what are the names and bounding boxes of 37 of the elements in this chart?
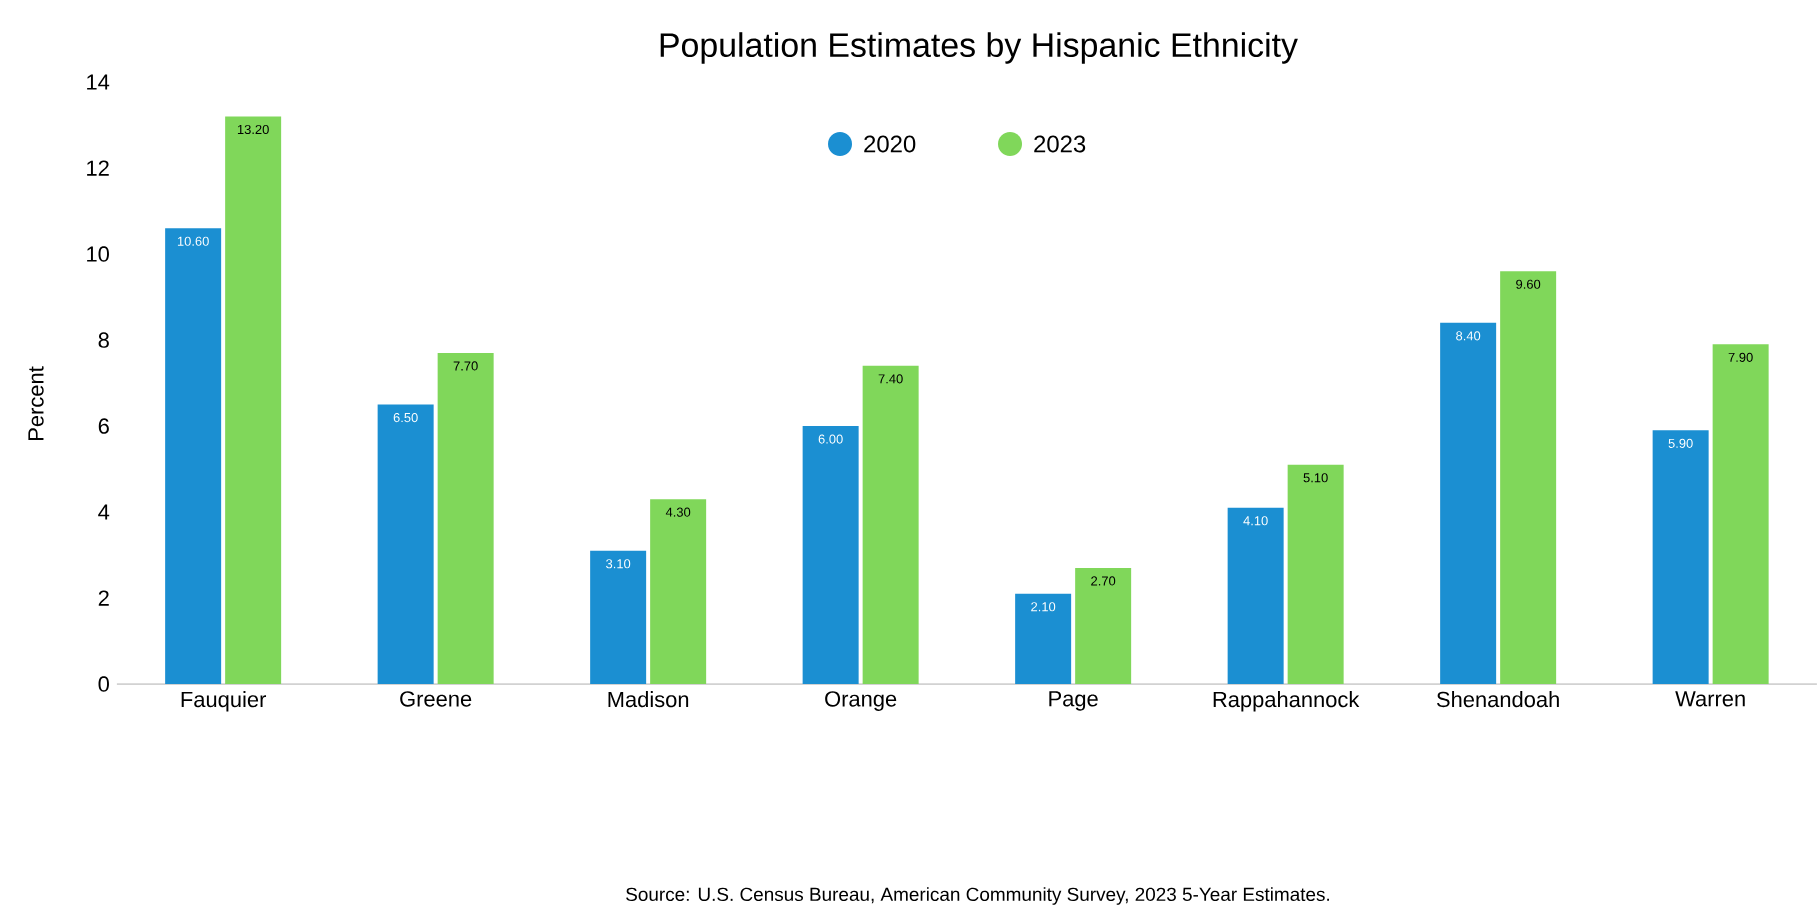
bar — [1440, 322, 1497, 685]
y-tick-label: 8 — [98, 332, 109, 348]
bar — [802, 426, 859, 685]
x-tick-label: Orange — [825, 691, 897, 711]
bar — [1652, 430, 1709, 685]
bar — [437, 352, 494, 685]
x-tick-label: Page — [1049, 691, 1098, 711]
y-tick-label: 14 — [87, 74, 110, 90]
x-tick-label: Greene — [400, 691, 472, 707]
bar — [590, 550, 647, 685]
bar — [1287, 464, 1344, 685]
bar — [225, 116, 282, 685]
legend-label: 2023 — [1034, 135, 1086, 153]
x-tick-label: Madison — [608, 691, 689, 708]
bar — [1500, 271, 1557, 685]
bar — [1227, 507, 1284, 685]
y-tick-label: 2 — [98, 590, 109, 606]
y-tick-label: 0 — [98, 676, 109, 692]
x-tick-label: Shenandoah — [1436, 691, 1559, 708]
bar — [1015, 593, 1072, 685]
source-note: Source: U.S. Census Bureau, American Community Survey, 2023 5-Year Estimates. — [626, 887, 1329, 905]
bar — [165, 228, 222, 685]
y-tick-label: 10 — [87, 246, 109, 262]
bar — [650, 499, 707, 685]
chart-title: Population Estimates by Hispanic Ethnicity — [660, 32, 1298, 64]
bar — [862, 365, 919, 685]
y-axis-title: Percent — [28, 366, 44, 440]
legend-label: 2020 — [864, 135, 916, 153]
y-tick-label: 6 — [98, 418, 109, 434]
x-tick-label: Rappahannock — [1213, 691, 1360, 712]
y-tick-label: 12 — [87, 160, 109, 176]
x-tick-label: Warren — [1675, 691, 1745, 707]
y-tick-label: 4 — [98, 504, 110, 520]
x-tick-label: Fauquier — [181, 691, 267, 712]
bar — [377, 404, 434, 685]
bar — [1075, 567, 1132, 685]
bar — [1712, 344, 1769, 685]
